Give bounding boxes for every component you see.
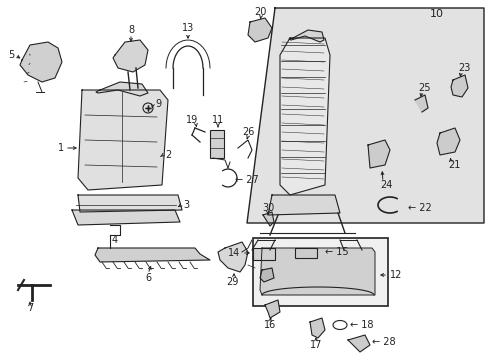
- Text: 12: 12: [390, 270, 402, 280]
- Text: 13: 13: [182, 23, 194, 33]
- Text: 3: 3: [183, 200, 189, 210]
- Text: ← 28: ← 28: [372, 337, 395, 347]
- Polygon shape: [310, 318, 325, 338]
- Polygon shape: [415, 95, 428, 112]
- Text: 10: 10: [430, 9, 444, 19]
- Text: 4: 4: [112, 235, 118, 245]
- Polygon shape: [95, 248, 210, 262]
- Text: 25: 25: [418, 83, 431, 93]
- Bar: [253, 248, 275, 260]
- Text: ← 15: ← 15: [325, 247, 348, 257]
- Polygon shape: [248, 18, 272, 42]
- Text: 14: 14: [228, 248, 240, 258]
- Text: ← 22: ← 22: [408, 203, 432, 213]
- Text: 5: 5: [8, 50, 14, 60]
- Polygon shape: [96, 82, 148, 96]
- Bar: [295, 248, 317, 258]
- Polygon shape: [348, 335, 370, 352]
- Polygon shape: [260, 248, 375, 295]
- Text: 24: 24: [380, 180, 392, 190]
- Polygon shape: [263, 212, 274, 226]
- Text: 1: 1: [58, 143, 64, 153]
- Text: 19: 19: [186, 115, 198, 125]
- Polygon shape: [72, 210, 180, 225]
- Ellipse shape: [333, 320, 347, 329]
- Text: 9: 9: [155, 99, 161, 109]
- Polygon shape: [78, 90, 168, 190]
- Text: 6: 6: [145, 273, 151, 283]
- Bar: [253, 238, 388, 306]
- Text: ← 27: ← 27: [235, 175, 259, 185]
- Polygon shape: [113, 40, 148, 72]
- Text: ← 18: ← 18: [350, 320, 373, 330]
- Bar: [210, 130, 224, 158]
- Polygon shape: [218, 242, 248, 272]
- Polygon shape: [437, 128, 460, 155]
- Text: 2: 2: [165, 150, 171, 160]
- Polygon shape: [368, 140, 390, 168]
- Text: 23: 23: [458, 63, 470, 73]
- Polygon shape: [260, 268, 274, 282]
- Text: 11: 11: [212, 115, 224, 125]
- Polygon shape: [451, 75, 468, 97]
- Text: 29: 29: [226, 277, 238, 287]
- Polygon shape: [78, 195, 182, 212]
- Polygon shape: [268, 195, 340, 215]
- Polygon shape: [247, 8, 484, 223]
- Text: 20: 20: [254, 7, 266, 17]
- Polygon shape: [280, 38, 330, 195]
- Polygon shape: [289, 30, 324, 42]
- Text: 8: 8: [128, 25, 134, 35]
- Text: 17: 17: [310, 340, 322, 350]
- Text: 26: 26: [242, 127, 254, 137]
- Text: 16: 16: [264, 320, 276, 330]
- Text: 7: 7: [27, 303, 33, 313]
- Polygon shape: [20, 42, 62, 82]
- Text: 21: 21: [448, 160, 461, 170]
- Polygon shape: [265, 300, 280, 318]
- Text: 30: 30: [262, 203, 274, 213]
